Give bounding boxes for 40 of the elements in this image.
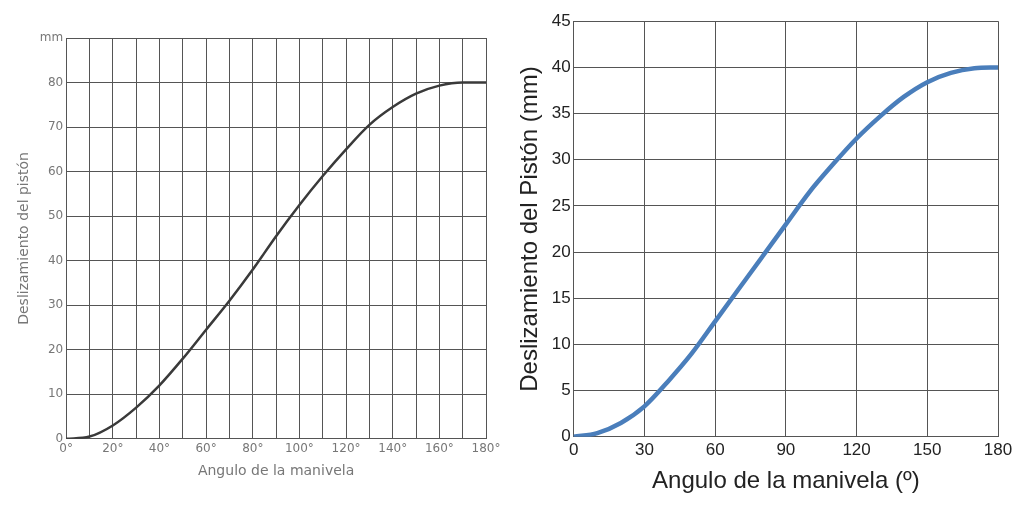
- y-tick-label: 10: [47, 386, 64, 401]
- y-axis-title: Deslizamiento del pistón: [15, 152, 32, 325]
- x-tick-label: 100°: [284, 441, 314, 456]
- y-tick-label: 30: [551, 149, 571, 169]
- y-tick-label: 10: [551, 334, 571, 354]
- y-tick-label: 5: [561, 380, 571, 400]
- y-tick-label: 20: [551, 241, 571, 261]
- line-series: [66, 81, 486, 439]
- x-tick-label: 0°: [59, 441, 73, 456]
- y-tick-label: 60: [47, 163, 64, 178]
- x-tick-label: 30: [634, 439, 654, 459]
- x-tick-label: 90: [776, 439, 796, 459]
- x-axis-title: Angulo de la manivela (º): [652, 466, 920, 494]
- x-tick-label: 120°: [331, 441, 361, 456]
- y-tick-label: 20: [47, 341, 64, 356]
- y-tick-label: 25: [551, 195, 571, 215]
- x-axis-title: Angulo de la manivela: [197, 462, 355, 479]
- x-tick-label: 180: [983, 439, 1013, 459]
- y-tick-label: 50: [47, 208, 64, 223]
- y-tick-label: 30: [47, 297, 64, 312]
- x-tick-label: 40°: [148, 441, 171, 456]
- x-tick-label: 120: [842, 439, 871, 459]
- x-tick-label: 150: [913, 439, 942, 459]
- y-tick-label: 80: [47, 74, 64, 89]
- y-axis-title: Deslizamiento del Pistón (mm): [515, 66, 543, 392]
- line-series: [573, 65, 998, 437]
- y-tick-label: 40: [47, 252, 64, 267]
- y-tick-label: 15: [551, 287, 571, 307]
- x-tick-label: 60°: [195, 441, 217, 456]
- x-tick-label: 180°: [471, 441, 501, 456]
- x-tick-label: 160°: [424, 441, 454, 456]
- x-tick-label: 20°: [102, 441, 124, 456]
- y-tick-label: 70: [47, 119, 64, 134]
- y-tick-label: mm: [39, 30, 64, 45]
- y-tick-label: 40: [551, 57, 571, 77]
- y-tick-label: 35: [551, 103, 571, 123]
- y-tick-label: 45: [551, 10, 571, 30]
- x-tick-label: 140°: [378, 441, 408, 456]
- x-tick-label: 80°: [242, 441, 264, 456]
- x-tick-label: 60: [705, 439, 725, 459]
